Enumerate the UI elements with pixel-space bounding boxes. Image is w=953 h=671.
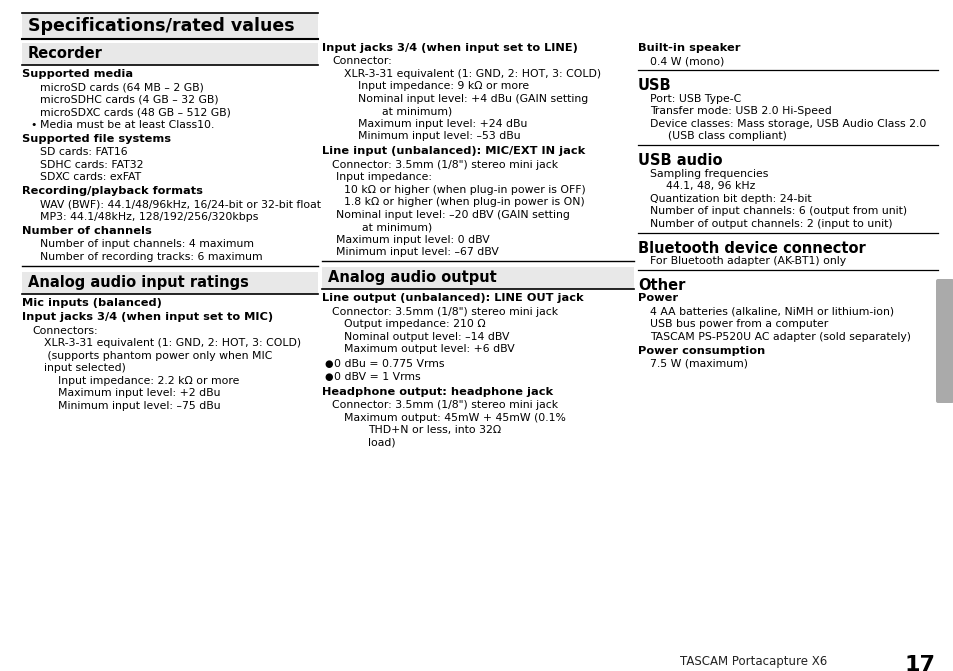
Text: THD+N or less, into 32Ω: THD+N or less, into 32Ω — [368, 425, 500, 435]
Text: WAV (BWF): 44.1/48/96kHz, 16/24-bit or 32-bit float: WAV (BWF): 44.1/48/96kHz, 16/24-bit or 3… — [40, 199, 320, 209]
Text: Supported media: Supported media — [22, 69, 133, 79]
Text: 44.1, 48, 96 kHz: 44.1, 48, 96 kHz — [665, 181, 755, 191]
Text: SD cards: FAT16: SD cards: FAT16 — [40, 147, 128, 157]
Text: XLR-3-31 equivalent (1: GND, 2: HOT, 3: COLD): XLR-3-31 equivalent (1: GND, 2: HOT, 3: … — [344, 68, 600, 79]
Text: TASCAM PS-P520U AC adapter (sold separately): TASCAM PS-P520U AC adapter (sold separat… — [649, 331, 910, 342]
Text: 17: 17 — [904, 655, 935, 671]
Text: Connector:: Connector: — [332, 56, 392, 66]
Text: Device classes: Mass storage, USB Audio Class 2.0: Device classes: Mass storage, USB Audio … — [649, 119, 925, 129]
Text: Number of input channels: 4 maximum: Number of input channels: 4 maximum — [40, 240, 253, 250]
Text: Connector: 3.5mm (1/8") stereo mini jack: Connector: 3.5mm (1/8") stereo mini jack — [332, 400, 558, 410]
Text: ●: ● — [324, 359, 333, 369]
Text: MP3: 44.1/48kHz, 128/192/256/320kbps: MP3: 44.1/48kHz, 128/192/256/320kbps — [40, 212, 258, 222]
Text: Connectors:: Connectors: — [32, 325, 97, 336]
Text: Line input (unbalanced): MIC/EXT IN jack: Line input (unbalanced): MIC/EXT IN jack — [322, 146, 584, 156]
Text: USB audio: USB audio — [638, 153, 721, 168]
Text: load): load) — [368, 437, 395, 448]
Text: Maximum input level: +2 dBu: Maximum input level: +2 dBu — [58, 388, 220, 398]
Text: 0 dBu = 0.775 Vrms: 0 dBu = 0.775 Vrms — [334, 359, 444, 369]
Text: USB bus power from a computer: USB bus power from a computer — [649, 319, 827, 329]
Text: Power: Power — [638, 293, 678, 303]
Text: For Bluetooth adapter (AK-BT1) only: For Bluetooth adapter (AK-BT1) only — [649, 256, 845, 266]
Text: Recorder: Recorder — [28, 46, 103, 61]
Text: XLR-3-31 equivalent (1: GND, 2: HOT, 3: COLD): XLR-3-31 equivalent (1: GND, 2: HOT, 3: … — [44, 338, 301, 348]
Text: Number of recording tracks: 6 maximum: Number of recording tracks: 6 maximum — [40, 252, 262, 262]
Text: input selected): input selected) — [44, 363, 126, 373]
Text: Recording/playback formats: Recording/playback formats — [22, 187, 203, 197]
Text: Input impedance: 9 kΩ or more: Input impedance: 9 kΩ or more — [357, 81, 529, 91]
Text: microSD cards (64 MB – 2 GB): microSD cards (64 MB – 2 GB) — [40, 83, 204, 92]
Text: ●: ● — [324, 372, 333, 382]
Text: Input jacks 3/4 (when input set to LINE): Input jacks 3/4 (when input set to LINE) — [322, 43, 578, 53]
FancyBboxPatch shape — [935, 279, 953, 403]
Text: at minimum): at minimum) — [381, 106, 452, 116]
Text: Media must be at least Class10.: Media must be at least Class10. — [40, 119, 214, 130]
Text: USB: USB — [638, 79, 671, 93]
Text: Number of output channels: 2 (input to unit): Number of output channels: 2 (input to u… — [649, 219, 892, 229]
Text: microSDXC cards (48 GB – 512 GB): microSDXC cards (48 GB – 512 GB) — [40, 107, 231, 117]
Text: Connector: 3.5mm (1/8") stereo mini jack: Connector: 3.5mm (1/8") stereo mini jack — [332, 307, 558, 317]
Text: Mic inputs (balanced): Mic inputs (balanced) — [22, 298, 162, 308]
Bar — [322, 267, 634, 289]
Text: SDHC cards: FAT32: SDHC cards: FAT32 — [40, 160, 143, 170]
Text: Maximum input level: +24 dBu: Maximum input level: +24 dBu — [357, 119, 527, 129]
Text: Maximum output: 45mW + 45mW (0.1%: Maximum output: 45mW + 45mW (0.1% — [344, 413, 565, 423]
Text: Built-in speaker: Built-in speaker — [638, 43, 740, 53]
Text: Sampling frequencies: Sampling frequencies — [649, 168, 767, 178]
Text: Port: USB Type-C: Port: USB Type-C — [649, 93, 740, 103]
Text: Input impedance:: Input impedance: — [335, 172, 432, 182]
Text: Connector: 3.5mm (1/8") stereo mini jack: Connector: 3.5mm (1/8") stereo mini jack — [332, 160, 558, 170]
Text: Number of input channels: 6 (output from unit): Number of input channels: 6 (output from… — [649, 206, 906, 216]
Text: 0 dBV = 1 Vrms: 0 dBV = 1 Vrms — [334, 372, 420, 382]
Text: SDXC cards: exFAT: SDXC cards: exFAT — [40, 172, 141, 182]
Text: Specifications/rated values: Specifications/rated values — [28, 17, 294, 35]
Text: Maximum output level: +6 dBV: Maximum output level: +6 dBV — [344, 344, 515, 354]
Text: Maximum input level: 0 dBV: Maximum input level: 0 dBV — [335, 235, 489, 245]
Text: Minimum input level: –67 dBV: Minimum input level: –67 dBV — [335, 247, 498, 257]
Text: 1.8 kΩ or higher (when plug-in power is ON): 1.8 kΩ or higher (when plug-in power is … — [344, 197, 584, 207]
Text: Line output (unbalanced): LINE OUT jack: Line output (unbalanced): LINE OUT jack — [322, 293, 583, 303]
Text: (supports phantom power only when MIC: (supports phantom power only when MIC — [44, 350, 273, 360]
Text: Minimum input level: –53 dBu: Minimum input level: –53 dBu — [357, 132, 520, 141]
Text: Input impedance: 2.2 kΩ or more: Input impedance: 2.2 kΩ or more — [58, 376, 239, 386]
Text: Analog audio input ratings: Analog audio input ratings — [28, 275, 249, 290]
Text: 0.4 W (mono): 0.4 W (mono) — [649, 56, 723, 66]
Text: Output impedance: 210 Ω: Output impedance: 210 Ω — [344, 319, 485, 329]
Text: 7.5 W (maximum): 7.5 W (maximum) — [649, 359, 747, 369]
Text: Input jacks 3/4 (when input set to MIC): Input jacks 3/4 (when input set to MIC) — [22, 312, 273, 322]
Text: Bluetooth device connector: Bluetooth device connector — [638, 241, 864, 256]
Text: 4 AA batteries (alkaline, NiMH or lithium-ion): 4 AA batteries (alkaline, NiMH or lithiu… — [649, 307, 893, 317]
Text: Nominal input level: +4 dBu (GAIN setting: Nominal input level: +4 dBu (GAIN settin… — [357, 94, 588, 104]
Text: Nominal input level: –20 dBV (GAIN setting: Nominal input level: –20 dBV (GAIN setti… — [335, 209, 569, 219]
Bar — [22, 272, 317, 294]
Text: Other: Other — [638, 278, 684, 293]
Text: (USB class compliant): (USB class compliant) — [667, 131, 786, 141]
Text: Number of channels: Number of channels — [22, 226, 152, 236]
Text: Power consumption: Power consumption — [638, 346, 764, 356]
Text: Analog audio output: Analog audio output — [328, 270, 497, 285]
Text: Transfer mode: USB 2.0 Hi-Speed: Transfer mode: USB 2.0 Hi-Speed — [649, 106, 831, 116]
Text: 10 kΩ or higher (when plug-in power is OFF): 10 kΩ or higher (when plug-in power is O… — [344, 185, 585, 195]
Text: •: • — [30, 119, 36, 130]
Text: Nominal output level: –14 dBV: Nominal output level: –14 dBV — [344, 331, 509, 342]
Text: Headphone output: headphone jack: Headphone output: headphone jack — [322, 387, 553, 397]
Bar — [22, 43, 317, 65]
Text: Supported file systems: Supported file systems — [22, 134, 171, 144]
Text: Minimum input level: –75 dBu: Minimum input level: –75 dBu — [58, 401, 220, 411]
Text: at minimum): at minimum) — [361, 222, 432, 232]
Text: Quantization bit depth: 24-bit: Quantization bit depth: 24-bit — [649, 193, 811, 203]
Text: microSDHC cards (4 GB – 32 GB): microSDHC cards (4 GB – 32 GB) — [40, 95, 218, 105]
Bar — [22, 13, 317, 39]
Text: TASCAM Portacapture X6: TASCAM Portacapture X6 — [679, 655, 826, 668]
